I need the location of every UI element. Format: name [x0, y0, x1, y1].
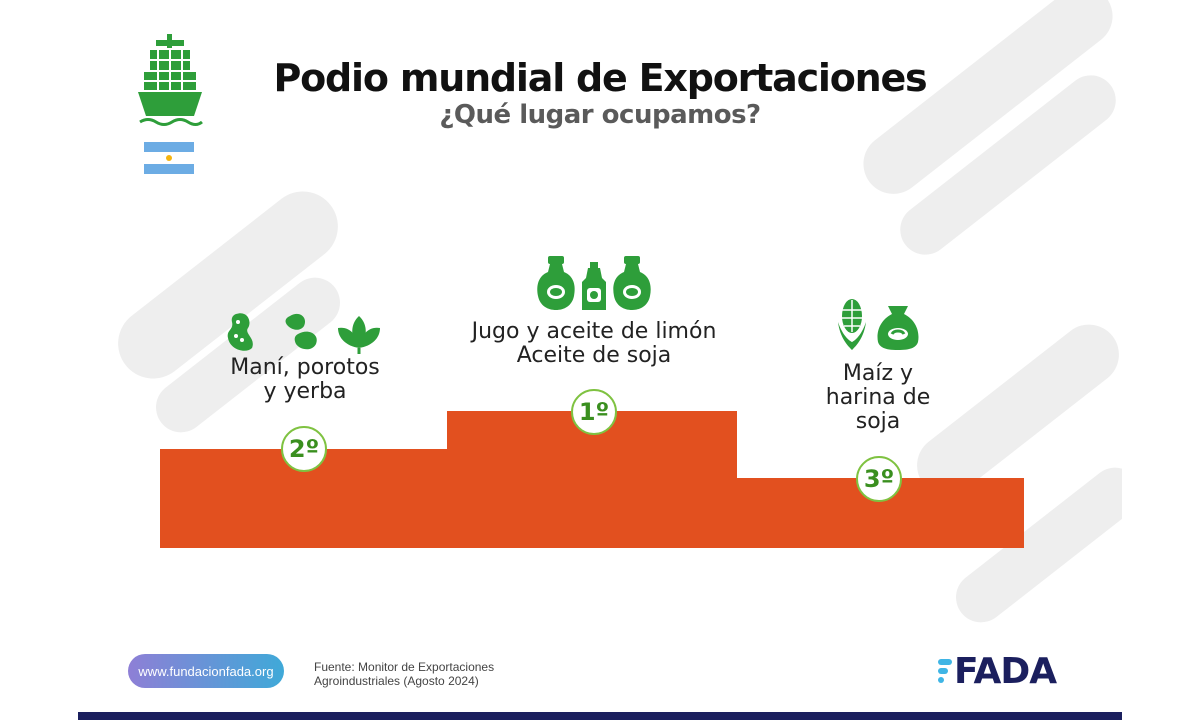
- website-link[interactable]: www.fundacionfada.org: [128, 654, 284, 688]
- third-place-line1: Maíz y: [842, 361, 914, 386]
- lemon-bottle-icon: [613, 256, 651, 310]
- page-subtitle: ¿Qué lugar ocupamos?: [439, 100, 761, 130]
- second-place-label: Maní, porotos y yerba: [200, 356, 410, 404]
- lemon-bottle-icon: [537, 256, 575, 310]
- rank-badge-first: 1º: [571, 389, 617, 435]
- rank-badge-third: 3º: [856, 456, 902, 502]
- source-note: Fuente: Monitor de Exportaciones Agroind…: [314, 660, 494, 688]
- bean-icon: [285, 313, 317, 350]
- second-place-line1: Maní, porotos: [230, 355, 380, 380]
- page-title: Podio mundial de Exportaciones: [273, 56, 928, 100]
- source-line1: Fuente: Monitor de Exportaciones: [314, 660, 495, 674]
- infographic-card: [78, 0, 1122, 720]
- flour-sack-icon: [877, 306, 919, 350]
- second-place-line2: y yerba: [263, 379, 347, 404]
- first-place-label: Jugo y aceite de limón Aceite de soja: [444, 320, 744, 368]
- third-place-label: Maíz y harina de soja: [790, 362, 966, 434]
- first-place-line1: Jugo y aceite de limón: [471, 319, 717, 344]
- third-place-line2: harina de: [825, 385, 931, 410]
- third-place-line3: soja: [855, 409, 901, 434]
- rank-badge-second: 2º: [281, 426, 327, 472]
- corn-icon: [838, 299, 866, 350]
- logo-accent-icon: [938, 659, 952, 683]
- logo-text: FADA: [954, 650, 1057, 692]
- yerba-leaf-icon: [338, 316, 380, 354]
- oil-bottle-icon: [582, 262, 606, 310]
- ship-icon: [138, 34, 203, 126]
- argentina-flag-icon: [144, 142, 194, 174]
- fada-logo: FADA: [938, 650, 1057, 692]
- bottom-bar: [78, 712, 1122, 720]
- first-place-line2: Aceite de soja: [516, 343, 672, 368]
- source-line2: Agroindustriales (Agosto 2024): [314, 674, 479, 688]
- peanut-icon: [227, 313, 253, 351]
